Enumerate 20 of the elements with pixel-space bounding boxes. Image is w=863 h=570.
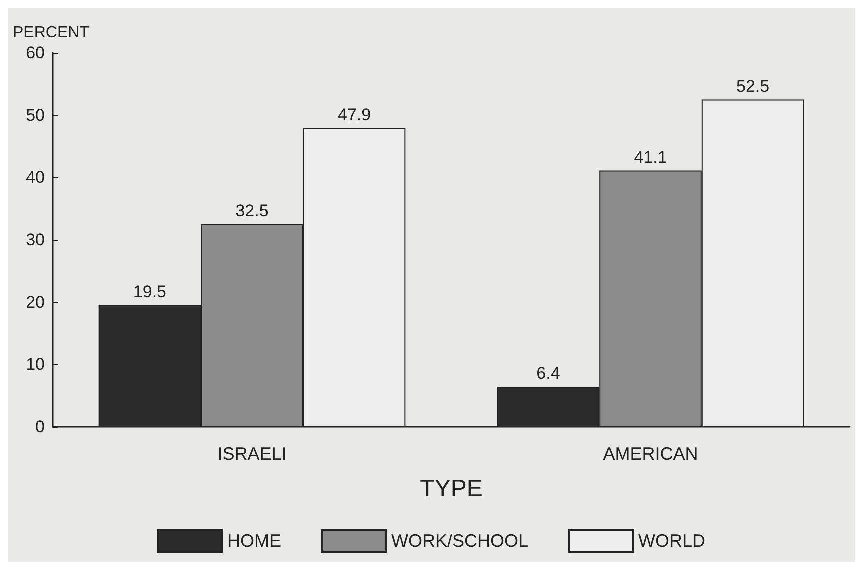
x-tick-label: AMERICAN bbox=[603, 444, 698, 464]
y-tick-label: 0 bbox=[36, 418, 45, 436]
y-tick-label: 40 bbox=[26, 168, 45, 188]
y-tick-label: 20 bbox=[26, 292, 45, 312]
data-label: 19.5 bbox=[133, 282, 167, 302]
y-tick-label: 60 bbox=[26, 44, 45, 62]
data-label: 32.5 bbox=[236, 201, 269, 220]
y-axis-title: PERCENT bbox=[13, 24, 90, 42]
legend-label: WORK/SCHOOL bbox=[391, 531, 529, 551]
data-label: 41.1 bbox=[634, 148, 668, 167]
y-tick-label: 10 bbox=[26, 355, 45, 374]
data-label: 52.5 bbox=[736, 76, 770, 96]
legend-label: WORLD bbox=[638, 531, 706, 551]
y-tick-label: 30 bbox=[26, 230, 45, 250]
data-label: 6.4 bbox=[536, 364, 560, 384]
legend-label: HOME bbox=[227, 531, 282, 551]
x-tick-label: ISRAELI bbox=[218, 444, 287, 464]
data-label: 47.9 bbox=[338, 105, 372, 124]
x-axis-title: TYPE bbox=[420, 476, 483, 502]
y-tick-label: 50 bbox=[26, 106, 45, 125]
